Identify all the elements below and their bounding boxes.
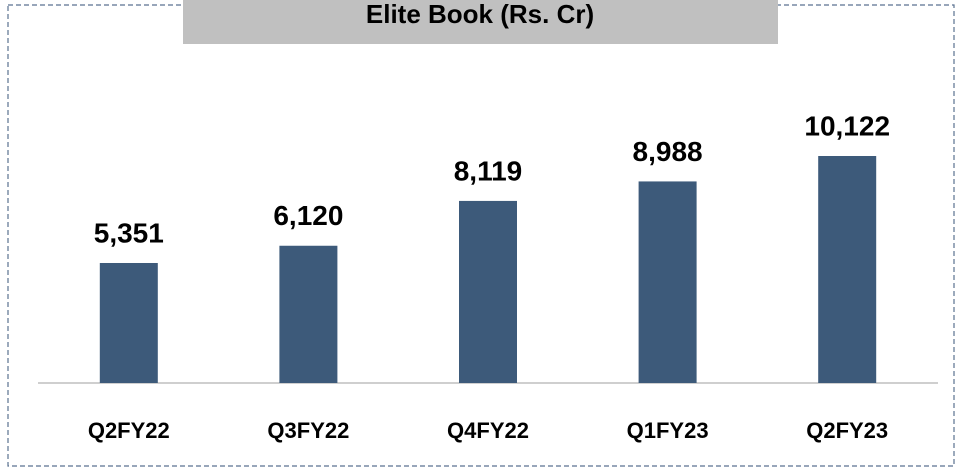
x-tick-label: Q2FY22	[88, 418, 170, 443]
x-tick-label: Q2FY23	[806, 418, 888, 443]
data-label: 5,351	[94, 217, 164, 248]
x-tick-label: Q4FY22	[447, 418, 529, 443]
data-label: 10,122	[804, 110, 890, 141]
title-box	[183, 0, 778, 44]
data-label: 8,119	[454, 155, 523, 186]
bar	[279, 245, 338, 383]
bar	[818, 156, 877, 383]
chart-title: Elite Book (Rs. Cr)	[366, 0, 594, 29]
bar	[99, 262, 158, 383]
x-tick-label: Q1FY23	[627, 418, 709, 443]
bar	[638, 181, 697, 383]
bar	[459, 200, 517, 383]
data-label: 8,988	[633, 136, 703, 167]
data-label: 6,120	[273, 200, 343, 231]
x-tick-label: Q3FY22	[267, 418, 349, 443]
